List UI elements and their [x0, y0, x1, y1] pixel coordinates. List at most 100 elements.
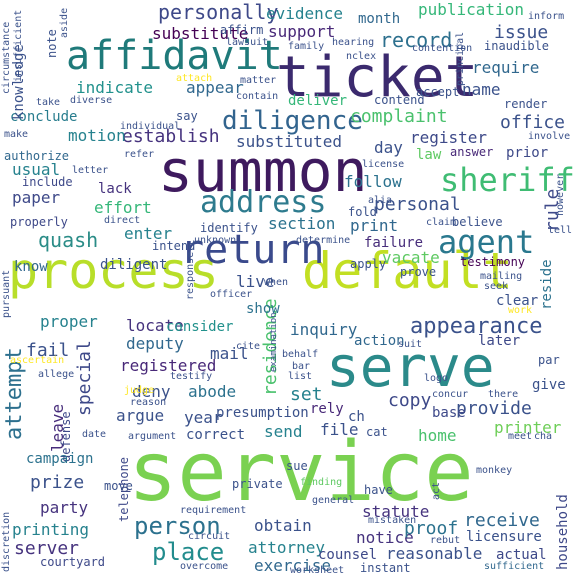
word-hearing: hearing	[332, 37, 375, 48]
word-claim: claim	[426, 217, 457, 228]
word-contain: contain	[236, 91, 279, 102]
word-consider: consider	[166, 319, 234, 335]
word-note: note	[45, 29, 59, 58]
word-overcome: overcome	[180, 561, 229, 572]
word-personally: personally	[158, 0, 279, 24]
word-year: year	[184, 408, 223, 427]
word-rely: rely	[310, 401, 344, 417]
word-ticket: ticket	[276, 45, 479, 110]
word-complaint: complaint	[350, 106, 448, 127]
word-reside: reside	[539, 259, 555, 310]
word-enter: enter	[124, 224, 173, 243]
word-however: however	[555, 173, 566, 216]
word-special: special	[74, 340, 95, 416]
word-reason: reason	[130, 397, 167, 408]
word-make: make	[4, 129, 29, 140]
word-support: support	[268, 22, 336, 41]
word-say: say	[176, 109, 198, 123]
word-substitute: substitute	[152, 24, 249, 43]
word-print: print	[350, 216, 399, 235]
word-bar: bar	[292, 361, 311, 372]
word-meet: meet	[508, 431, 533, 442]
word-pursuant: pursuant	[1, 269, 12, 318]
word-default: default	[302, 242, 513, 300]
word-affidavit: affidavit	[66, 33, 283, 79]
word-allege: allege	[38, 369, 75, 380]
word-paper: paper	[12, 188, 61, 207]
word-usual: usual	[12, 160, 61, 179]
word-refer: refer	[124, 149, 155, 160]
word-live: live	[236, 272, 275, 291]
word-diligent: diligent	[100, 257, 168, 273]
word-actual: actual	[496, 547, 547, 563]
word-mailing: mailing	[480, 271, 523, 282]
word-concur: concur	[432, 389, 469, 400]
word-obtain: obtain	[254, 516, 312, 535]
word-involve: involve	[528, 131, 571, 142]
word-month: month	[358, 11, 401, 27]
word-follow: follow	[344, 172, 402, 191]
word-party: party	[40, 498, 89, 517]
word-mistaken: mistaken	[368, 515, 417, 526]
word-argue: argue	[116, 406, 165, 425]
word-testimony: testimony	[460, 255, 526, 269]
word-inform: inform	[528, 11, 565, 22]
word-copy: copy	[388, 390, 432, 411]
word-ch: ch	[348, 409, 365, 425]
word-answer: answer	[450, 145, 494, 159]
word-agent: agent	[438, 223, 535, 261]
word-printing: printing	[12, 520, 90, 539]
word-failure: failure	[364, 235, 424, 251]
word-indicate: indicate	[76, 78, 154, 97]
word-circumstance: circumstance	[1, 21, 12, 94]
word-work: work	[508, 305, 533, 316]
word-lawsuit: lawsuit	[226, 37, 269, 48]
word-list: list	[288, 371, 313, 382]
word-send: send	[264, 422, 303, 441]
word-move: move	[104, 479, 133, 493]
word-exercise: exercise	[254, 556, 332, 575]
word-authorize: authorize	[4, 149, 70, 163]
word-identify: identify	[200, 221, 258, 235]
word-registered: registered	[120, 356, 217, 375]
word-act: act	[431, 481, 442, 500]
word-individual: individual	[120, 121, 181, 132]
word-licensure: licensure	[466, 529, 542, 545]
word-affirm: affirm	[220, 23, 264, 37]
word-day: day	[374, 138, 403, 157]
word-aside: aside	[59, 7, 70, 38]
word-sue: sue	[286, 459, 308, 473]
word-presumption: presumption	[216, 405, 309, 421]
word-correct: correct	[186, 427, 246, 443]
word-there: there	[488, 389, 519, 400]
word-printer: printer	[494, 418, 562, 437]
word-prior: prior	[506, 145, 549, 161]
word-issue: issue	[494, 22, 549, 43]
word-judge: judge	[124, 385, 155, 396]
word-intend: intend	[152, 239, 196, 253]
word-action: action	[354, 333, 405, 349]
word-service: service	[128, 425, 474, 520]
word-know: know	[14, 259, 48, 275]
word-letter: letter	[72, 165, 109, 176]
word-finding: finding	[300, 477, 343, 488]
word-summon: summon	[158, 137, 368, 205]
word-alia: alia	[368, 195, 393, 206]
word-effort: effort	[94, 198, 152, 217]
word-deliver: deliver	[288, 93, 348, 109]
word-contend: contend	[374, 93, 425, 107]
word-cha: cha	[534, 431, 553, 442]
word-prove: prove	[400, 265, 437, 279]
word-appear: appear	[186, 78, 244, 97]
word-properly: properly	[10, 215, 68, 229]
word-section: section	[268, 214, 336, 233]
word-set: set	[290, 384, 323, 405]
word-instant: instant	[360, 561, 411, 575]
word-contention: contention	[412, 43, 473, 54]
word-appearance: appearance	[410, 314, 543, 339]
word-give: give	[532, 377, 566, 393]
word-household: household	[555, 494, 571, 570]
word-direct: direct	[104, 215, 141, 226]
word-proof: proof	[404, 518, 459, 539]
word-worksheet: worksheet	[290, 565, 345, 576]
